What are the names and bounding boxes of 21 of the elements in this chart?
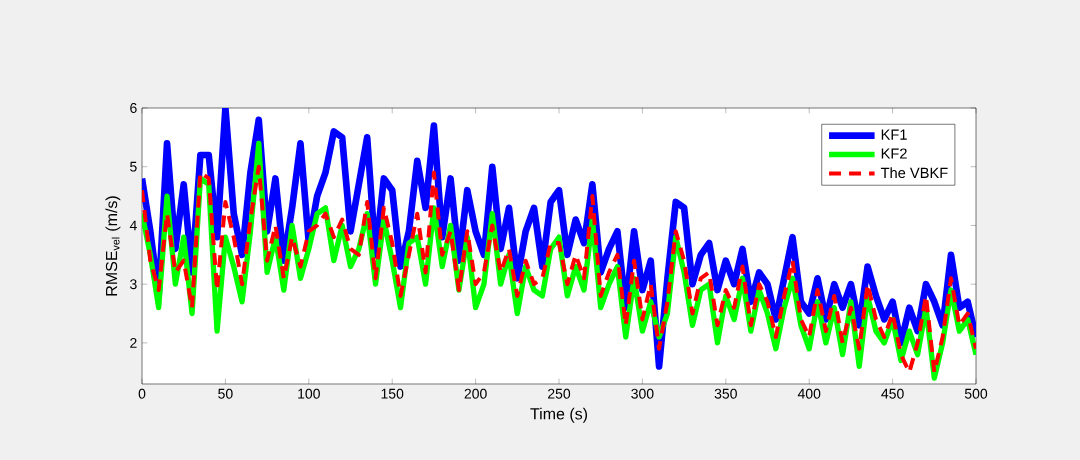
y-tick-label: 2	[130, 338, 137, 348]
x-tick-label: 350	[714, 388, 737, 399]
x-tick-label: 100	[298, 388, 320, 399]
x-tick-label: 400	[797, 388, 821, 399]
x-tick-label: 200	[464, 388, 487, 399]
legend-label: KF1	[881, 129, 907, 140]
x-tick-label: 50	[218, 388, 233, 399]
y-axis-title: RMSE$_{vel}$ (m/s)	[105, 196, 121, 296]
y-tick-label: 3	[130, 279, 137, 290]
x-tick-label: 300	[631, 388, 654, 399]
y-tick-label: 4	[129, 220, 137, 231]
x-tick-label: 0	[138, 388, 146, 399]
x-axis-title: Time (s)	[530, 407, 588, 423]
legend-label: KF2	[881, 148, 907, 159]
x-tick-label: 150	[381, 388, 404, 399]
x-tick-label: 250	[548, 388, 571, 399]
x-tick-label: 500	[964, 388, 988, 399]
legend-label: The VBKF	[880, 167, 948, 179]
y-tick-label: 5	[130, 161, 137, 172]
y-tick-label: 6	[130, 103, 137, 113]
x-tick-label: 450	[881, 388, 904, 399]
